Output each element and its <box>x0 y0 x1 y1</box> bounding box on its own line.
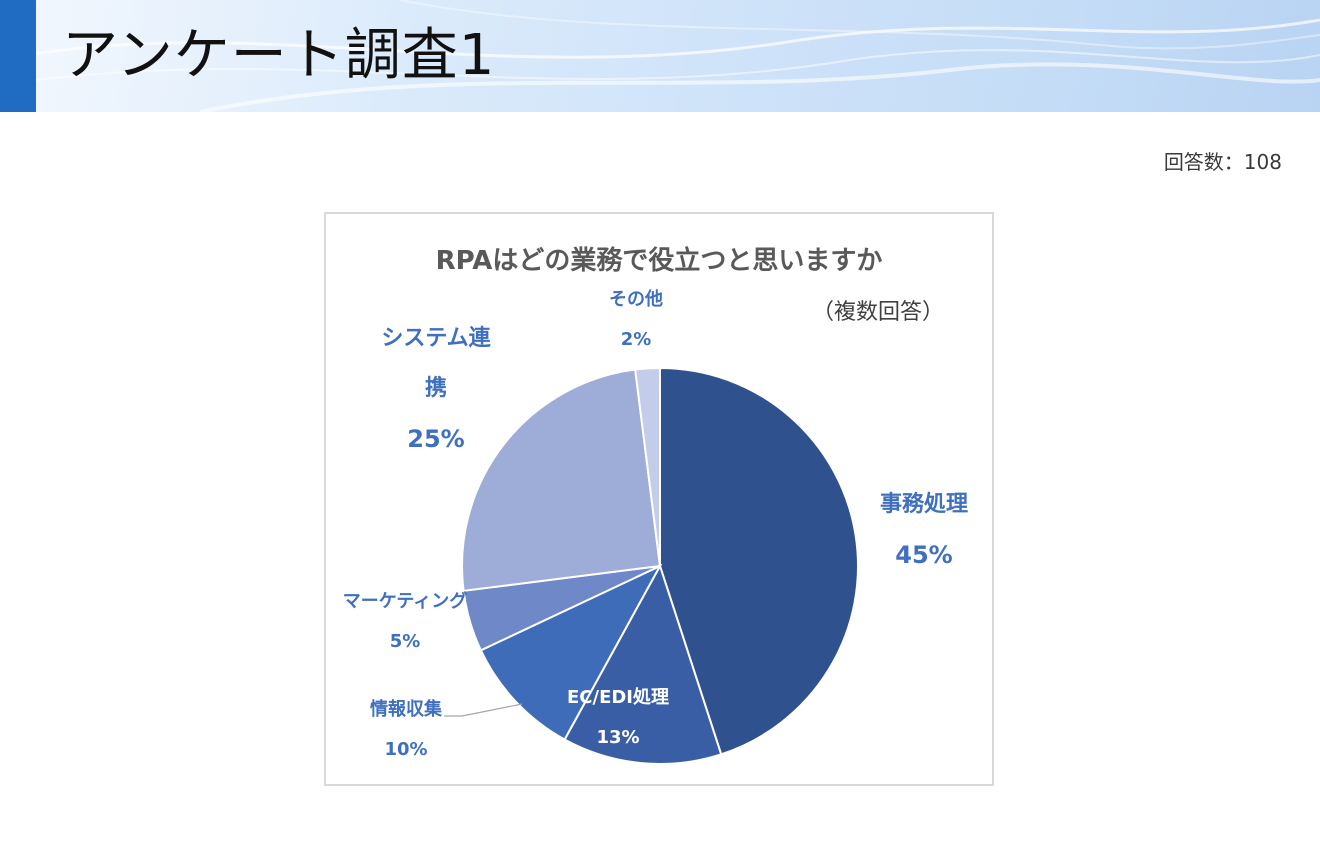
accent-bar <box>0 0 36 112</box>
pie-slice-2 <box>479 563 663 741</box>
header-banner: アンケート調査1 <box>0 0 1320 112</box>
chart-title: RPAはどの業務で役立つと思いますか <box>435 246 883 276</box>
slice-label-system: システム連携 25% <box>366 314 506 464</box>
slice-label-value: 45% <box>895 541 953 569</box>
page-title: アンケート調査1 <box>62 23 496 88</box>
response-count: 回答数：108 <box>1163 150 1282 174</box>
slice-label-name: 事務処理 <box>879 492 968 517</box>
slice-label-name: その他 <box>609 289 663 310</box>
slice-label-marketing: マーケティング 5% <box>330 582 480 662</box>
slice-label-other: その他 2% <box>576 280 696 360</box>
slice-label-value: 2% <box>620 329 652 350</box>
slice-label-name: EC/EDI処理 <box>566 687 669 708</box>
slice-label-name: 情報収集 <box>370 699 442 720</box>
chart-frame: RPAはどの業務で役立つと思いますか （複数回答） 事務処理 45% EC/ED… <box>324 212 994 786</box>
slice-label-value: 5% <box>389 631 421 652</box>
pie-chart <box>444 366 859 765</box>
wave-decoration <box>0 0 1320 112</box>
slice-label-name-text: システム連携 <box>381 326 491 401</box>
slice-label-value: 25% <box>407 425 465 453</box>
slice-label-name: マーケティング <box>342 591 468 612</box>
pie-slice-0 <box>659 366 859 756</box>
slice-label-joho: 情報収集 10% <box>346 690 466 770</box>
pie-slice-5 <box>634 366 661 567</box>
slice-label-name: システム連携 <box>366 314 506 414</box>
slice-label-jimu: 事務処理 45% <box>854 480 994 580</box>
pie-slice-1 <box>563 563 723 765</box>
leader-line <box>444 703 523 717</box>
pie-slice-4 <box>461 368 662 592</box>
chart-subtitle: （複数回答） <box>812 300 945 325</box>
slice-label-ecedi: EC/EDI処理 13% <box>548 678 688 758</box>
slice-label-value: 13% <box>596 727 640 748</box>
slice-label-value: 10% <box>384 739 428 760</box>
